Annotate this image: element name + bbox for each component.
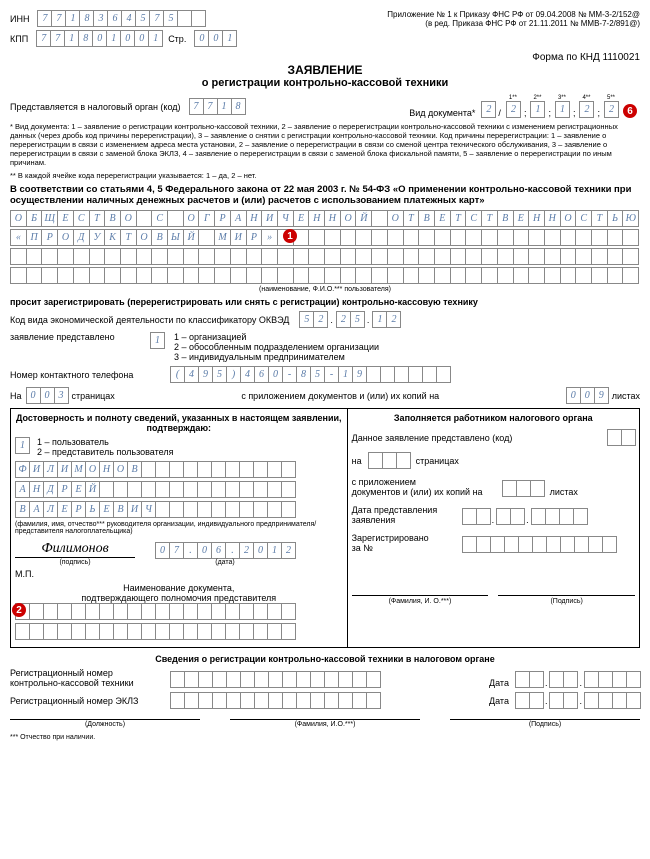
col-3: (Подпись) [450,719,640,728]
sig-caption: (подпись) [15,557,135,566]
doc-sub-cells: 1**2;2**1;3**1;4**2;5**2 [504,95,620,118]
r-l4: Дата представления заявления [352,505,462,525]
applicant-val: 1 [150,332,165,349]
present-code: 7718 [189,98,245,115]
kpp-cells: 771801001 [36,30,162,47]
form-code: Форма по КНД 1110021 [10,52,640,63]
doc-rows: 2 [15,603,343,640]
law-text: В соответствии со статьями 4, 5 Федераль… [10,184,640,206]
signature-text: Филимонов [15,541,135,557]
r-l2a: на [352,456,362,466]
appendix-text: Приложение № 1 к Приказу ФНС РФ от 09.04… [380,10,640,50]
right-title: Заполняется работником налогового органа [352,413,635,423]
left-block: Достоверность и полноту сведений, указан… [10,408,347,648]
r-fio: (Фамилия, И. О.***) [352,598,489,605]
eklz-label: Регистрационный номер ЭКЛЗ [10,696,170,706]
name-rows: ФИЛИМОНОВАНДРЕЙВАЛЕРЬЕВИЧ [15,461,343,518]
reg-num-cells [170,671,380,688]
left-title: Достоверность и полноту сведений, указан… [15,413,343,433]
reg-num-label: Регистрационный номер контрольно-кассово… [10,668,170,688]
who-val: 1 [15,437,30,454]
okved-label: Код вида экономической деятельности по к… [10,315,289,325]
bottom-foot: *** Отчество при наличии. [10,734,640,741]
bottom-title: Сведения о регистрации контрольно-кассов… [10,654,640,664]
date-label-1: Дата [489,678,509,688]
pages-att-suffix: листах [612,391,640,401]
okved-p1: 52 [299,311,327,328]
request-text: просит зарегистрировать (перерегистриров… [10,297,640,307]
phone-label: Номер контактного телефона [10,370,170,380]
mp-label: М.П. [15,569,343,579]
kpp-label: КПП [10,34,28,44]
str-cells: 001 [194,30,236,47]
marker-6: 6 [623,104,637,118]
applicant-opts: 1 – организацией 2 – обособленным подраз… [174,332,379,362]
date-label-2: Дата [489,696,509,706]
r-l5: Зарегистрировано за № [352,533,462,553]
date-caption: (дата) [155,559,295,566]
inn-cells: 7718364575 [37,10,205,27]
pages-att: 009 [566,387,608,404]
r-sig: (Подпись) [498,598,635,605]
r-l1: Данное заявление представлено (код) [352,433,513,443]
r-l2b: страницах [416,456,459,466]
r-l3b: листах [550,487,578,497]
doc-type-label: Вид документа* [409,108,475,118]
phone-cells: (495)460-85-19 [170,366,450,383]
doc-main-cell: 2 [481,101,496,118]
right-block: Заполняется работником налогового органа… [347,408,640,648]
eklz-cells [170,692,380,709]
col-2: (Фамилия, И.О.***) [230,719,420,728]
reg-za [462,536,616,553]
pages-att-label: с приложением документов и (или) их копи… [115,391,566,401]
who-opts: 1 – пользователь 2 – представитель польз… [37,437,173,457]
doc-subtitle: о регистрации контрольно-кассовой техник… [10,77,640,89]
applicant-label: заявление представлено [10,332,150,342]
pages-on: 003 [26,387,68,404]
r-l3: с приложением документов и (или) их копи… [352,477,502,497]
pages-on-label: На [10,391,22,401]
name-caption: (фамилия, имя, отчество*** руководителя … [15,521,343,535]
okved-p2: 25 [336,311,364,328]
inn-label: ИНН [10,14,29,24]
footnote-1: * Вид документа: 1 – заявление о регистр… [10,122,640,167]
present-label: Представляется в налоговый орган (код) [10,102,181,112]
pages-on-suffix: страницах [72,391,115,401]
doc-title: ЗАЯВЛЕНИЕ [10,63,640,77]
doc-confirm-title: Наименование документа, подтверждающего … [15,583,343,603]
org-caption: (наименование, Ф.И.О.*** пользователя) [10,286,640,293]
org-name-grid: ОБЩЕСТВОСОГРАНИЧЕННОЙОТВЕТСТВЕННОСТЬЮ«ПР… [10,210,640,284]
str-label: Стр. [168,34,186,44]
footnote-2: ** В каждой ячейке кода перерегистрации … [10,171,640,180]
okved-p3: 12 [372,311,400,328]
col-1: (Должность) [10,719,200,728]
date-cells: 07.06.2012 [155,542,295,559]
